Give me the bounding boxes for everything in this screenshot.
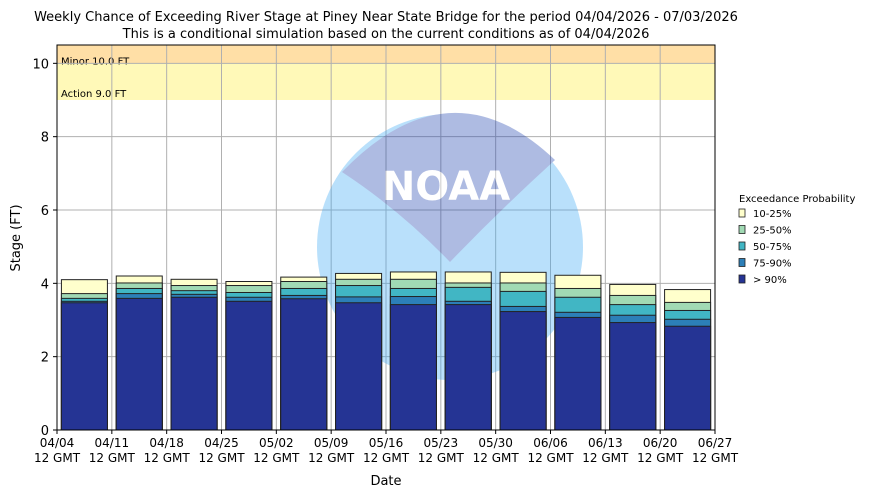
x-tick-sublabel: 12 GMT: [198, 451, 245, 465]
legend-title: Exceedance Probability: [739, 194, 855, 205]
legend-swatch: [738, 274, 746, 284]
x-tick-sublabel: 12 GMT: [363, 451, 410, 465]
x-tick-label: 05/09: [314, 436, 349, 450]
legend-label: 50-75%: [753, 242, 792, 253]
minor-threshold-label: Minor 10.0 FT: [61, 56, 130, 67]
x-tick-label: 06/27: [698, 436, 733, 450]
x-tick-label: 06/20: [643, 436, 678, 450]
bar-90-04-18: [170, 296, 218, 431]
x-tick-label: 04/25: [204, 436, 239, 450]
x-tick-sublabel: 12 GMT: [144, 451, 191, 465]
bar-90-06-13: [609, 322, 657, 431]
x-tick-label: 04/04: [40, 436, 75, 450]
y-tick-label: 10: [32, 57, 49, 72]
x-tick-sublabel: 12 GMT: [582, 451, 629, 465]
noaa-logo-text: NOAA: [382, 164, 510, 210]
legend-label: > 90%: [753, 275, 787, 286]
legend-swatch: [738, 208, 746, 218]
y-tick-label: 2: [41, 351, 49, 366]
bar-90-05-23: [444, 304, 492, 431]
x-tick-sublabel: 12 GMT: [34, 451, 81, 465]
x-tick-sublabel: 12 GMT: [637, 451, 684, 465]
x-tick-sublabel: 12 GMT: [253, 451, 300, 465]
legend-swatch: [738, 225, 746, 234]
x-axis-label: Date: [370, 474, 401, 489]
y-tick-label: 4: [41, 277, 49, 292]
x-tick-label: 04/11: [95, 436, 130, 450]
x-tick-sublabel: 12 GMT: [692, 451, 739, 465]
x-tick-label: 06/13: [588, 436, 623, 450]
legend-label: 75-90%: [753, 259, 792, 270]
legend-label: 10-25%: [753, 209, 792, 220]
x-tick-sublabel: 12 GMT: [473, 451, 520, 465]
x-tick-sublabel: 12 GMT: [308, 451, 355, 465]
legend: Exceedance Probability 10-25% 25-50% 50-75…: [738, 194, 855, 286]
bar-90-05-30: [499, 311, 547, 431]
x-tick-sublabel: 12 GMT: [89, 451, 136, 465]
bar-90-04-11: [115, 297, 163, 431]
bar-90-06-06: [554, 316, 602, 431]
x-tick-sublabel: 12 GMT: [527, 451, 574, 465]
bar-90-04-25: [225, 300, 273, 431]
y-axis-label: Stage (FT): [9, 204, 24, 271]
legend-swatch: [738, 258, 746, 267]
legend-label: 25-50%: [753, 226, 792, 237]
bar-90-05-02: [280, 298, 328, 431]
bar-90-06-20: [664, 325, 712, 431]
chart-title: Weekly Chance of Exceeding River Stage a…: [34, 10, 738, 25]
x-tick-label: 05/02: [259, 436, 294, 450]
x-tick-label: 06/06: [533, 436, 568, 450]
y-tick-label: 8: [41, 131, 49, 146]
x-tick-label: 04/18: [149, 436, 184, 450]
chart-subtitle: This is a conditional simulation based o…: [122, 27, 650, 42]
bar-90-05-16: [389, 304, 437, 431]
bar-90-05-09: [335, 302, 383, 431]
y-tick-label: 0: [41, 424, 49, 439]
legend-swatch: [738, 241, 746, 251]
bar-90-04-04: [60, 302, 108, 431]
x-tick-sublabel: 12 GMT: [418, 451, 465, 465]
x-tick-label: 05/30: [478, 436, 513, 450]
action-threshold-label: Action 9.0 FT: [61, 89, 127, 100]
y-tick-label: 6: [41, 204, 49, 219]
x-tick-label: 05/16: [369, 436, 404, 450]
x-tick-label: 05/23: [424, 436, 459, 450]
